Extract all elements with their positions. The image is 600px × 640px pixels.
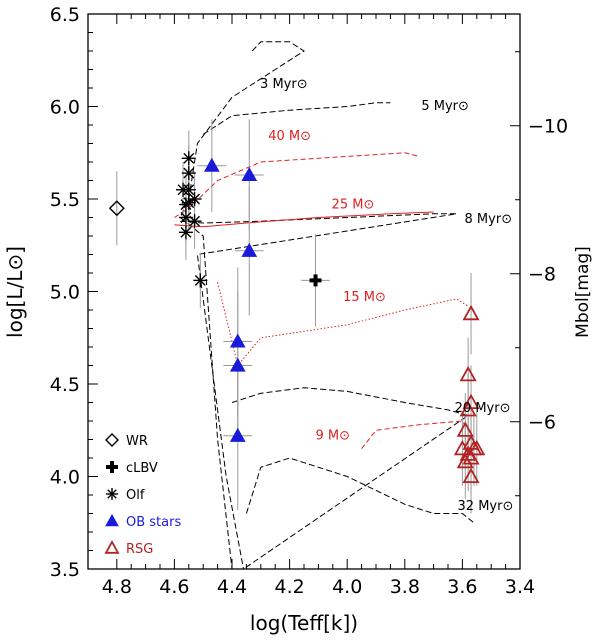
y-tick-label: 5.5	[50, 189, 80, 211]
x-tick-label: 4.8	[102, 576, 132, 598]
data-point-triangle	[229, 357, 246, 372]
mass-track-label: 9 M⊙	[316, 429, 351, 444]
x-tick-label: 4.2	[274, 576, 304, 598]
legend-marker-open-triangle	[104, 540, 120, 554]
isochrone-line	[202, 102, 391, 135]
y2-tick-label: −10	[528, 116, 568, 138]
data-point-plus	[309, 274, 322, 287]
y-tick-label: 5.0	[50, 282, 80, 304]
y-tick-label: 6.0	[50, 97, 80, 119]
data-point-diamond	[108, 200, 125, 217]
x-tick-label: 4.4	[217, 576, 247, 598]
isochrone-label: 32 Myr⊙	[458, 499, 514, 514]
data-point-open-triangle	[459, 365, 477, 382]
data-point-asterisk	[187, 192, 202, 206]
mass-track-label: 25 M⊙	[332, 197, 375, 212]
data-point-open-triangle	[468, 439, 486, 456]
legend-label: OB stars	[126, 515, 181, 530]
data-point-triangle	[229, 333, 246, 348]
data-point-triangle	[229, 427, 246, 442]
data-point-triangle	[241, 166, 258, 182]
data-point-triangle	[241, 242, 258, 257]
x-tick-label: 3.8	[390, 576, 420, 598]
isochrone-line	[180, 213, 457, 570]
x-tick-label: 3.6	[447, 576, 477, 598]
y2-axis-label: Mbol[mag]	[573, 246, 593, 338]
data-point-asterisk	[181, 166, 196, 181]
data-point-open-triangle	[456, 452, 474, 469]
legend-label: WR	[126, 434, 148, 449]
x-tick-label: 4.6	[159, 576, 189, 598]
isochrone-label: 5 Myr⊙	[421, 99, 469, 114]
y-tick-label: 4.0	[50, 467, 80, 489]
y-axis-label: log[L/L⊙]	[3, 246, 27, 338]
data-point-open-triangle	[462, 467, 480, 484]
legend-marker-asterisk	[106, 488, 118, 500]
mass-track-label: 40 M⊙	[268, 129, 311, 144]
data-point-asterisk	[187, 214, 202, 229]
data-point-open-triangle	[456, 421, 474, 437]
y-tick-label: 4.5	[50, 374, 80, 396]
legend-marker-diamond	[105, 433, 119, 447]
x-tick-label: 4.0	[332, 576, 362, 598]
x-axis-label: log(Teff[k])	[250, 611, 358, 635]
data-point-asterisk	[181, 182, 196, 197]
data-point-asterisk	[181, 151, 196, 166]
legend-marker-plus	[106, 461, 118, 473]
data-point-asterisk	[178, 197, 193, 212]
legend-label: cLBV	[126, 461, 158, 476]
data-point-asterisk	[178, 225, 193, 240]
isochrone-line	[245, 457, 475, 524]
y-tick-label: 3.5	[50, 559, 80, 581]
mass-track-line	[174, 211, 434, 228]
y2-tick-label: −6	[528, 412, 556, 434]
isochrone-label: 8 Myr⊙	[465, 212, 513, 227]
legend-label: RSG	[126, 542, 153, 557]
isochrone-label: 20 Myr⊙	[455, 401, 511, 416]
data-point-triangle	[203, 157, 220, 172]
x-tick-label: 3.4	[505, 576, 535, 598]
legend-marker-triangle	[105, 513, 119, 527]
y-tick-label: 6.5	[50, 4, 80, 26]
mass-track-label: 15 M⊙	[343, 290, 386, 305]
isochrone-line	[179, 41, 305, 570]
data-point-asterisk	[193, 273, 208, 288]
data-point-open-triangle	[462, 304, 480, 321]
isochrone-label: 3 Myr⊙	[260, 77, 308, 92]
y2-tick-label: −8	[528, 264, 556, 286]
data-point-open-triangle	[459, 401, 477, 417]
legend-label: Olf	[126, 488, 145, 503]
data-point-open-triangle	[453, 439, 471, 456]
